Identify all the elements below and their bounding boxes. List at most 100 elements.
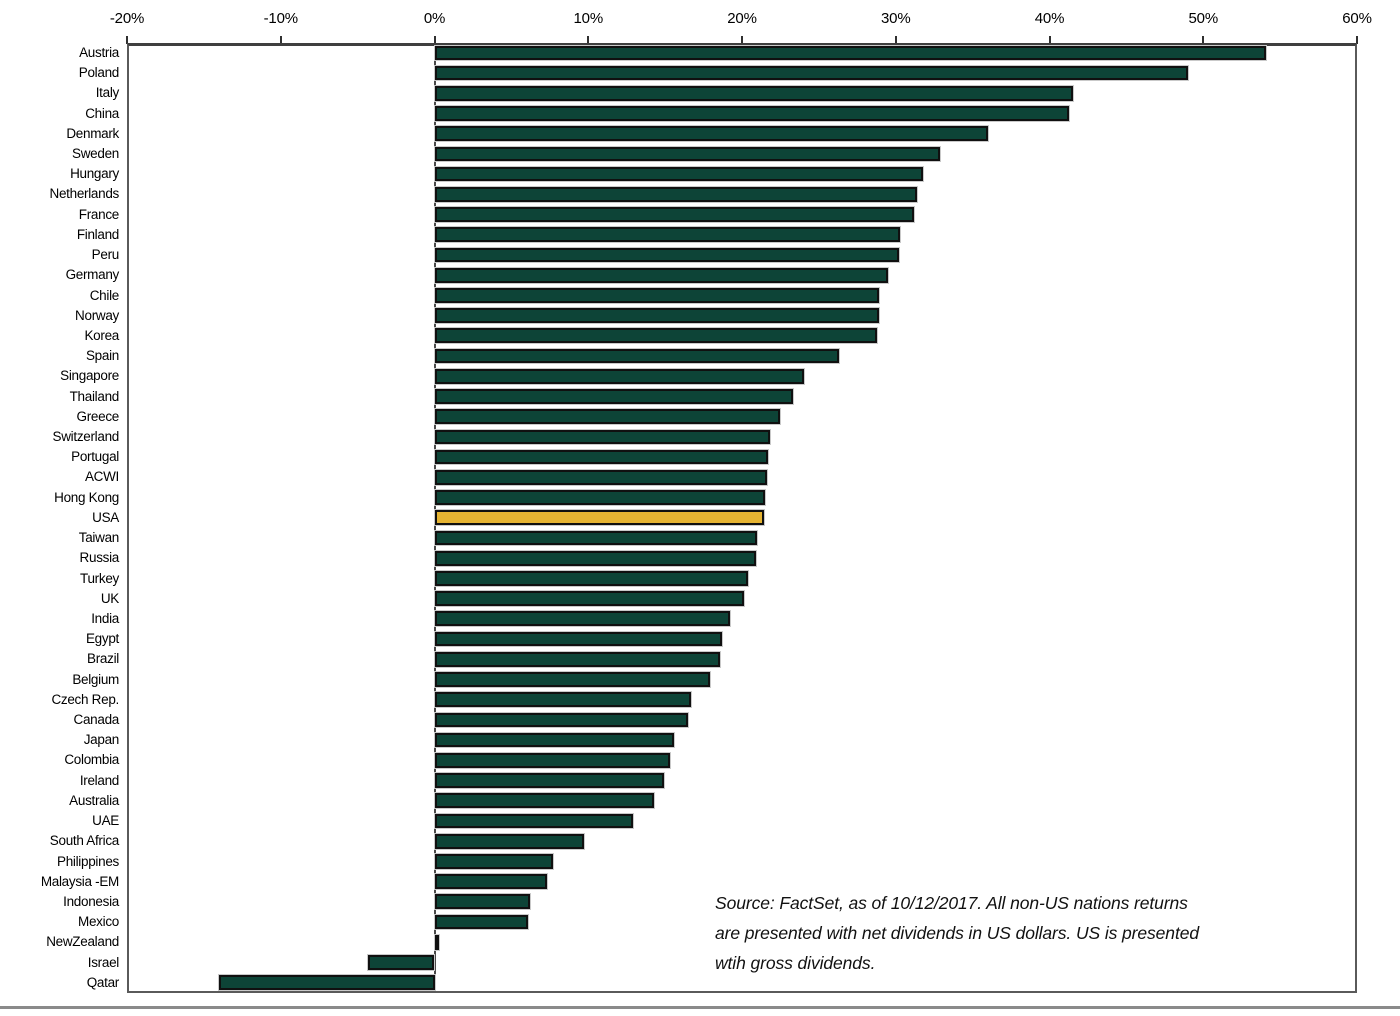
category-label-chile: Chile xyxy=(89,287,120,303)
bar-newzealand xyxy=(434,934,439,950)
category-label-spain: Spain xyxy=(85,348,119,364)
category-label-italy: Italy xyxy=(95,85,120,101)
bar-uk xyxy=(434,591,744,606)
category-label-switzerland: Switzerland xyxy=(52,429,120,445)
category-label-canada: Canada xyxy=(73,712,120,728)
bar-denmark xyxy=(434,126,988,142)
category-label-singapore: Singapore xyxy=(60,368,119,384)
category-label-germany: Germany xyxy=(65,267,120,283)
x-axis-tick-label: 10% xyxy=(573,10,604,27)
bar-turkey xyxy=(434,571,749,586)
bar-switzerland xyxy=(434,429,770,445)
category-label-sweden: Sweden xyxy=(72,146,119,162)
bar-hungary xyxy=(434,166,924,182)
category-label-china: China xyxy=(85,105,119,121)
source-note-line: are presented with net dividends in US d… xyxy=(715,923,1199,943)
category-label-australia: Australia xyxy=(69,792,119,808)
category-label-belgium: Belgium xyxy=(72,671,119,687)
bar-poland xyxy=(434,65,1188,81)
x-axis-tick-label: 20% xyxy=(727,10,757,27)
category-label-israel: Israel xyxy=(87,954,120,970)
bar-canada xyxy=(434,712,689,728)
bar-indonesia xyxy=(434,894,530,910)
category-label-acwi: ACWI xyxy=(84,469,119,485)
bar-japan xyxy=(434,732,675,748)
bar-israel xyxy=(368,955,435,970)
x-axis-tick-label: -20% xyxy=(109,10,145,27)
x-axis-tick-mark xyxy=(1202,36,1205,44)
x-axis-tick-label: 50% xyxy=(1188,10,1219,27)
category-label-peru: Peru xyxy=(91,247,120,263)
category-label-india: India xyxy=(91,610,119,626)
category-label-colombia: Colombia xyxy=(64,752,119,768)
x-axis-tick-label: 0% xyxy=(423,10,446,27)
category-label-russia: Russia xyxy=(79,550,120,566)
x-axis-tick-mark xyxy=(741,36,743,44)
bar-brazil xyxy=(434,651,721,667)
bar-egypt xyxy=(434,631,722,647)
bar-chile xyxy=(434,288,879,303)
bar-malaysia-em xyxy=(434,874,547,889)
bar-india xyxy=(434,611,730,627)
category-label-czech-rep-: Czech Rep. xyxy=(51,691,119,707)
bar-colombia xyxy=(434,752,670,768)
category-label-egypt: Egypt xyxy=(85,631,119,647)
category-label-hong-kong: Hong Kong xyxy=(54,489,119,505)
source-note-line: Source: FactSet, as of 10/12/2017. All n… xyxy=(715,893,1188,913)
bar-sweden xyxy=(434,146,941,162)
category-label-philippines: Philippines xyxy=(57,853,119,869)
category-label-japan: Japan xyxy=(83,732,120,748)
source-note: Source: FactSet, as of 10/12/2017. All n… xyxy=(715,888,1315,978)
bar-finland xyxy=(434,227,901,243)
x-axis-tick-label: -10% xyxy=(263,10,298,27)
source-note-line: wtih gross dividends. xyxy=(715,953,876,973)
category-label-indonesia: Indonesia xyxy=(63,893,119,909)
category-label-mexico: Mexico xyxy=(78,914,119,930)
plot-area xyxy=(127,43,1357,993)
category-label-greece: Greece xyxy=(76,408,120,424)
category-label-ireland: Ireland xyxy=(79,772,119,788)
bar-china xyxy=(434,106,1070,121)
bar-greece xyxy=(434,409,781,425)
x-axis-tick-mark xyxy=(587,36,590,44)
category-label-turkey: Turkey xyxy=(80,570,119,586)
category-label-norway: Norway xyxy=(75,307,119,323)
category-label-poland: Poland xyxy=(78,65,120,81)
category-label-qatar: Qatar xyxy=(86,974,120,990)
x-axis-tick-mark xyxy=(433,36,436,44)
category-label-hungary: Hungary xyxy=(70,166,119,182)
category-label-thailand: Thailand xyxy=(69,388,120,404)
x-axis-tick-label: 30% xyxy=(881,10,911,27)
category-label-korea: Korea xyxy=(84,327,119,343)
bar-italy xyxy=(434,85,1073,101)
category-label-denmark: Denmark xyxy=(66,125,119,141)
bar-spain xyxy=(434,348,839,364)
category-label-uk: UK xyxy=(100,590,119,606)
category-label-portugal: Portugal xyxy=(71,449,119,465)
category-label-taiwan: Taiwan xyxy=(78,530,120,546)
bar-korea xyxy=(434,328,878,344)
bar-belgium xyxy=(434,672,710,687)
bar-uae xyxy=(434,813,633,829)
bar-ireland xyxy=(434,773,664,788)
category-label-uae: UAE xyxy=(92,813,119,829)
category-label-malaysia-em: Malaysia -EM xyxy=(40,873,119,889)
bar-australia xyxy=(434,793,655,809)
category-label-newzealand: NewZealand xyxy=(46,934,119,950)
category-label-finland: Finland xyxy=(76,226,119,242)
x-axis-tick-label: 60% xyxy=(1342,10,1372,27)
bar-austria xyxy=(434,45,1267,61)
bar-germany xyxy=(434,267,889,283)
bottom-divider xyxy=(0,1006,1400,1009)
x-axis-tick-mark xyxy=(1356,36,1358,44)
bar-south-africa xyxy=(434,833,584,849)
x-axis-tick-label: 40% xyxy=(1034,10,1065,27)
bar-netherlands xyxy=(434,186,918,202)
bar-france xyxy=(434,207,915,222)
x-axis-tick-mark xyxy=(279,36,282,44)
category-label-usa: USA xyxy=(92,509,119,525)
bar-norway xyxy=(434,308,879,323)
bar-thailand xyxy=(434,389,793,404)
category-label-austria: Austria xyxy=(79,45,119,60)
